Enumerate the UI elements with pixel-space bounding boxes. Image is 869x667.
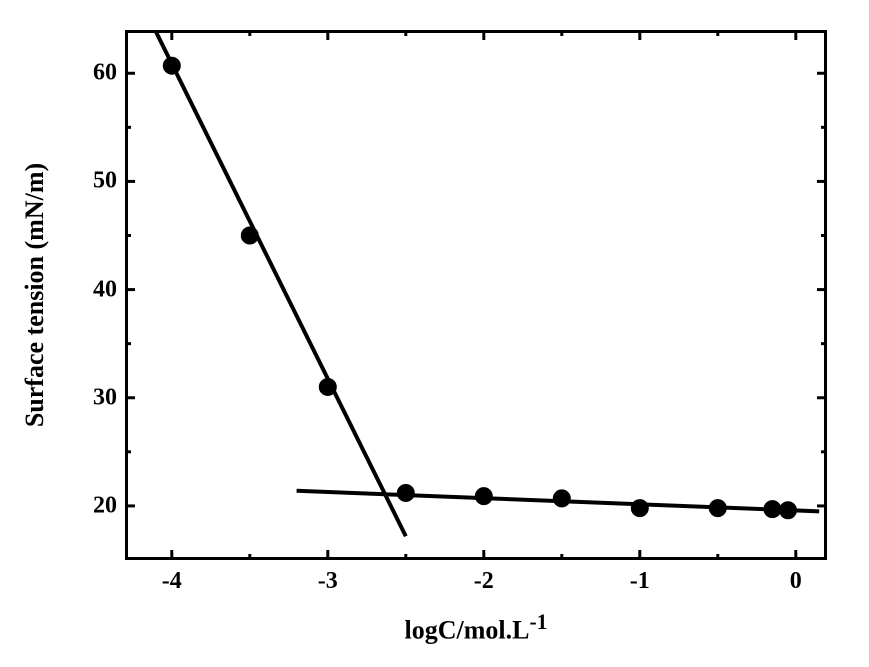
x-tick-label: 0: [790, 568, 802, 595]
y-tick-label: 20: [83, 492, 117, 519]
data-point-2: [319, 378, 336, 395]
x-tick-label: -1: [630, 568, 650, 595]
y-axis-label: Surface tension (mN/m): [20, 163, 50, 427]
data-point-5: [553, 490, 570, 507]
x-tick-label: -2: [474, 568, 494, 595]
plot-area: [125, 30, 827, 560]
y-tick-label: 50: [83, 168, 117, 195]
data-point-8: [764, 501, 781, 518]
data-point-7: [709, 500, 726, 517]
y-axis-label-text: Surface tension (mN/m): [20, 163, 49, 427]
x-axis-label-prefix: logC/mol.L: [405, 616, 530, 645]
x-tick-label: -4: [162, 568, 182, 595]
y-tick-label: 30: [83, 384, 117, 411]
figure: Surface tension (mN/m) logC/mol.L-1 -4-3…: [0, 0, 869, 667]
y-tick-label: 60: [83, 60, 117, 87]
data-point-4: [475, 488, 492, 505]
data-point-6: [631, 500, 648, 517]
x-axis-label: logC/mol.L-1: [405, 610, 548, 646]
data-point-0: [163, 57, 180, 74]
x-axis-label-sup: -1: [529, 610, 547, 634]
data-point-3: [397, 484, 414, 501]
data-point-1: [241, 227, 258, 244]
fit-line-0: [141, 30, 406, 536]
plot-svg: [125, 30, 827, 560]
x-tick-label: -3: [318, 568, 338, 595]
y-tick-label: 40: [83, 276, 117, 303]
data-point-9: [780, 502, 797, 519]
